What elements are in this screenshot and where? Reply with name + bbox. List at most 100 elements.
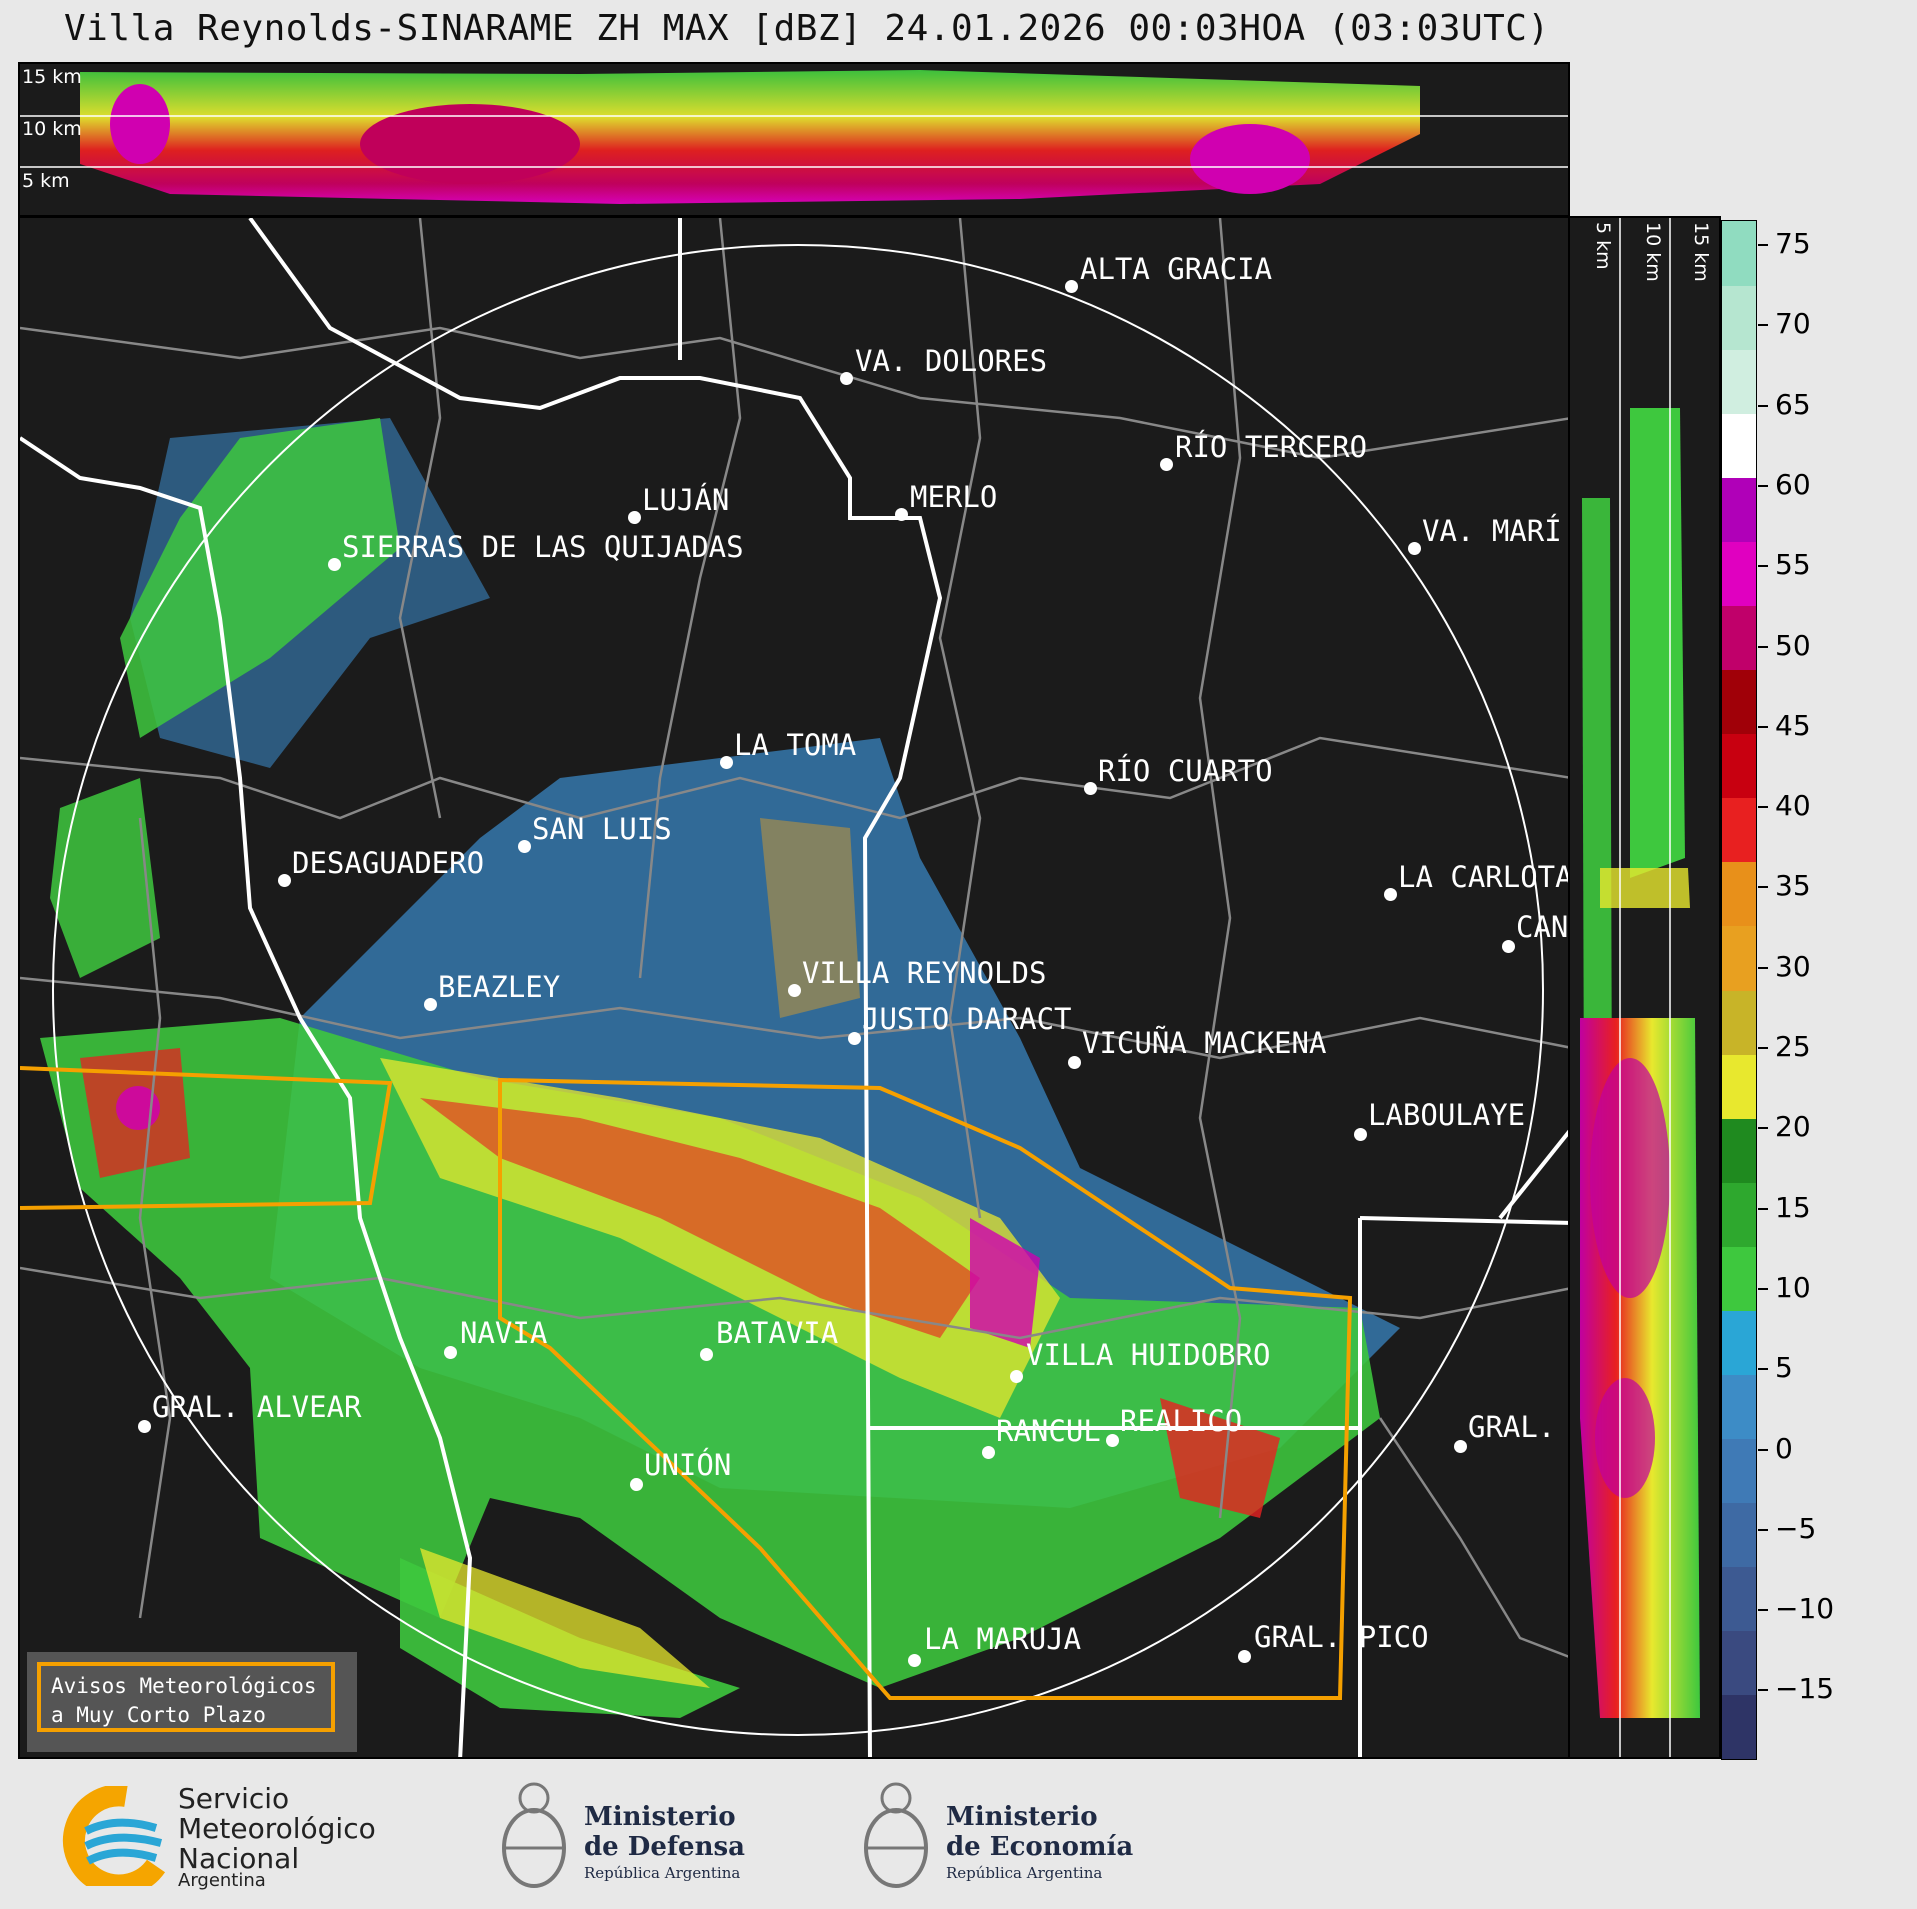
city-villa-reynolds: VILLA REYNOLDS <box>802 956 1047 990</box>
colorbar-tick <box>1758 1368 1768 1371</box>
city-dot <box>1106 1434 1119 1447</box>
city-dot <box>1454 1440 1467 1453</box>
city-alta-gracia: ALTA GRACIA <box>1080 252 1273 286</box>
colorbar-tick-label: 70 <box>1775 307 1811 341</box>
colorbar-tick-label: 35 <box>1775 869 1811 903</box>
city-laboulaye: LABOULAYE <box>1368 1098 1526 1132</box>
city-dot <box>444 1346 457 1359</box>
side-height-label-10km: 10 km <box>1642 222 1664 282</box>
height-label-5km: 5 km <box>22 170 70 192</box>
smn-line-2: Meteorológico <box>178 1812 376 1845</box>
smn-line-3: Nacional <box>178 1842 300 1875</box>
city-dot <box>1084 782 1097 795</box>
colorbar-segment <box>1722 1117 1756 1183</box>
city-gral-alvear: GRAL. ALVEAR <box>152 1390 362 1424</box>
colorbar-tick <box>1758 806 1768 809</box>
city-va-dolores: VA. DOLORES <box>855 344 1048 378</box>
city-dot <box>908 1654 921 1667</box>
colorbar-tick-label: 5 <box>1775 1351 1793 1385</box>
city-dot <box>840 372 853 385</box>
city-can: CAN <box>1516 910 1569 944</box>
colorbar-tick-label: 20 <box>1775 1110 1811 1144</box>
colorbar-tick <box>1758 1528 1768 1531</box>
legend-line-1: Avisos Meteorológicos <box>51 1674 317 1698</box>
colorbar-tick-label: 65 <box>1775 387 1811 421</box>
city-dot <box>720 756 733 769</box>
colorbar-segment <box>1722 285 1756 351</box>
colorbar-segment <box>1722 605 1756 671</box>
city-union: UNIÓN <box>644 1448 732 1482</box>
colorbar-tick-label: 40 <box>1775 789 1811 823</box>
city-sierras-de-las-quijadas: SIERRAS DE LAS QUIJADAS <box>342 530 744 564</box>
top-cross-section-echoes <box>20 70 1568 204</box>
colorbar-tick <box>1758 966 1768 969</box>
defensa-line-3: República Argentina <box>584 1864 741 1882</box>
city-dot <box>630 1478 643 1491</box>
province-boundaries <box>20 218 1568 1757</box>
colorbar-tick <box>1758 404 1768 407</box>
city-villa-huidobro: VILLA HUIDOBRO <box>1026 1338 1271 1372</box>
city-gral-pico: GRAL. PICO <box>1254 1620 1429 1654</box>
city-batavia: BATAVIA <box>716 1316 839 1350</box>
colorbar-tick-label: 25 <box>1775 1030 1811 1063</box>
city-san-luis: SAN LUIS <box>532 812 672 846</box>
city-dot <box>1384 888 1397 901</box>
city-navia: NAVIA <box>460 1316 548 1350</box>
city-justo-daract: JUSTO DARACT <box>862 1002 1072 1036</box>
defensa-line-1: Ministerio <box>584 1802 736 1832</box>
colorbar-segment <box>1722 477 1756 543</box>
colorbar-tick-label: 50 <box>1775 628 1811 662</box>
warnings-legend: Avisos Meteorológicos a Muy Corto Plazo <box>27 1652 357 1752</box>
colorbar-segment <box>1722 1629 1756 1695</box>
radar-map: ALTA GRACIA VA. DOLORES RÍO TERCERO LUJÁ… <box>18 216 1570 1759</box>
colorbar-tick <box>1758 1127 1768 1130</box>
warning-polygons <box>20 1066 1353 1700</box>
city-dot <box>1354 1128 1367 1141</box>
city-dot <box>138 1420 151 1433</box>
radar-range-circle <box>52 244 1544 1736</box>
colorbar-segment <box>1722 989 1756 1055</box>
colorbar-tick-label: 0 <box>1775 1431 1793 1465</box>
city-merlo: MERLO <box>910 480 998 514</box>
colorbar-segment <box>1722 733 1756 799</box>
colorbar-segment <box>1722 1309 1756 1375</box>
economia-line-3: República Argentina <box>946 1864 1103 1882</box>
colorbar-segment <box>1722 1501 1756 1567</box>
city-dot <box>895 508 908 521</box>
top-cross-section-panel: 15 km 10 km 5 km <box>18 62 1570 217</box>
colorbar-tick-label: 30 <box>1775 949 1811 983</box>
height-label-10km: 10 km <box>22 118 82 140</box>
economia-line-1: Ministerio <box>946 1802 1098 1832</box>
colorbar-tick <box>1758 1689 1768 1692</box>
radar-map-drawing <box>20 218 1568 1757</box>
colorbar-tick <box>1758 484 1768 487</box>
city-rancul: RANCUL <box>996 1414 1101 1448</box>
colorbar-tick <box>1758 886 1768 889</box>
green-echo-northwest <box>120 418 400 738</box>
colorbar-segment <box>1722 1245 1756 1311</box>
smn-line-1: Servicio <box>178 1782 290 1815</box>
defensa-line-2: de Defensa <box>584 1832 745 1862</box>
side-height-label-5km: 5 km <box>1592 222 1614 270</box>
department-boundaries <box>20 218 1568 1658</box>
city-la-maruja: LA MARUJA <box>924 1622 1082 1656</box>
colorbar-tick <box>1758 1047 1768 1049</box>
city-gral: GRAL. <box>1468 1410 1556 1444</box>
city-dot <box>424 998 437 1011</box>
colorbar-segment <box>1722 861 1756 927</box>
colorbar-tick-label: −15 <box>1775 1672 1835 1706</box>
side-cross-section-echoes <box>1580 218 1700 1757</box>
city-dot <box>328 558 341 571</box>
colorbar-tick <box>1758 1448 1768 1451</box>
colorbar-tick-label: −5 <box>1775 1511 1817 1545</box>
city-dot <box>278 874 291 887</box>
colorbar-segment <box>1722 221 1756 287</box>
page-title: Villa Reynolds-SINARAME ZH MAX [dBZ] 24.… <box>64 8 1550 49</box>
colorbar-segment <box>1722 925 1756 991</box>
city-dot <box>1160 458 1173 471</box>
colorbar-segment <box>1722 1693 1756 1759</box>
city-la-toma: LA TOMA <box>734 728 857 762</box>
city-dot <box>700 1348 713 1361</box>
colorbar-segment <box>1722 413 1756 479</box>
city-rio-cuarto: RÍO CUARTO <box>1098 754 1273 788</box>
